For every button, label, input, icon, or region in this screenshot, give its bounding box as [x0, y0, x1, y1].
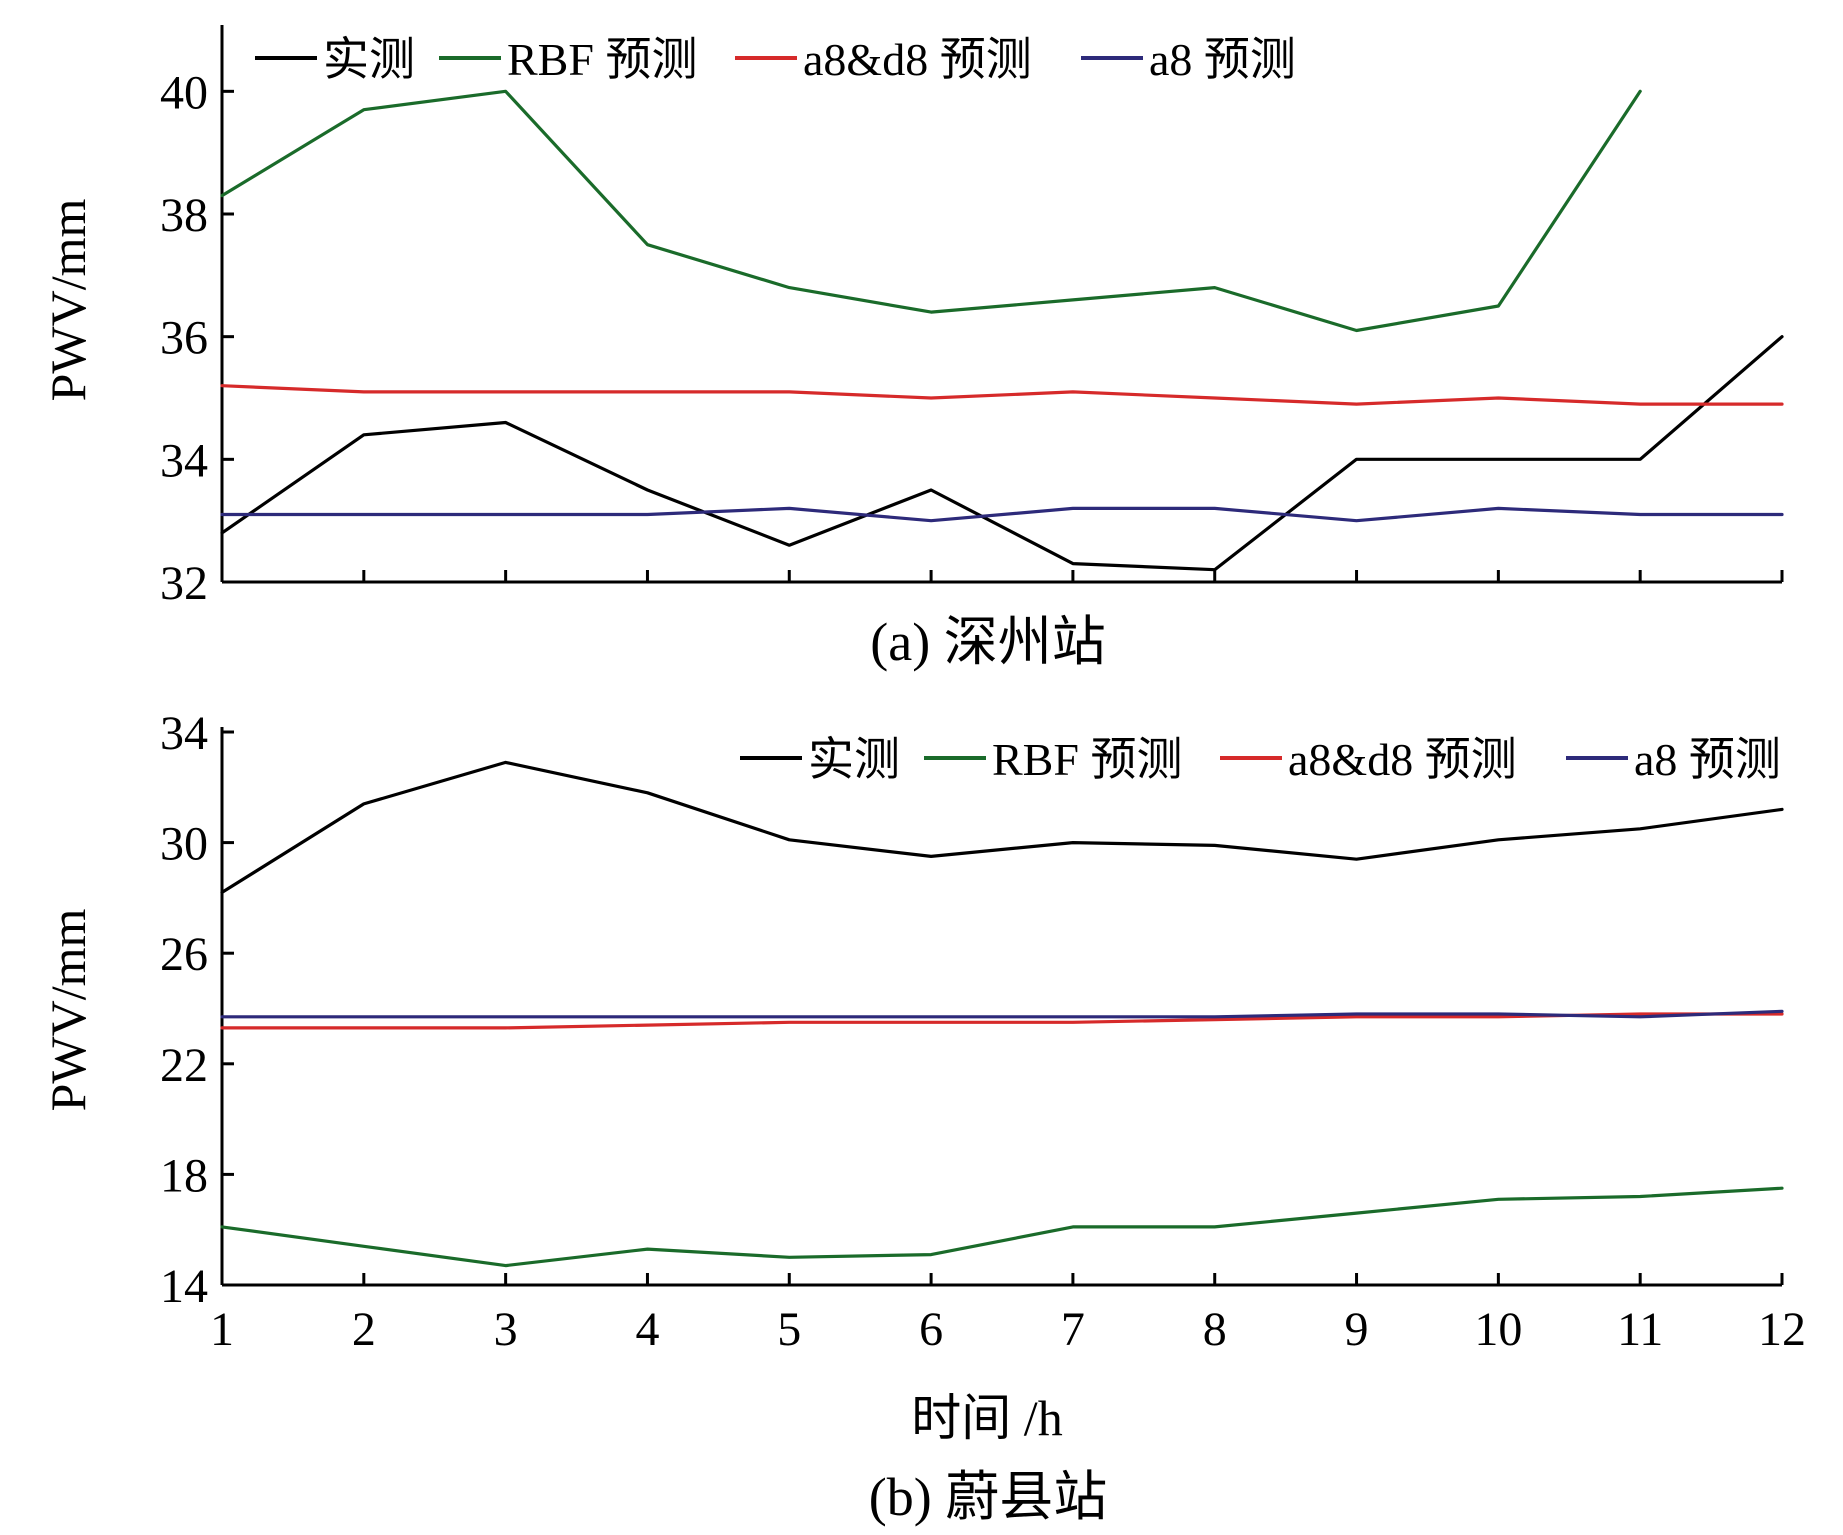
x-tick-label: 1 — [210, 1303, 234, 1356]
y-tick-label: 26 — [160, 928, 208, 981]
series-line-3 — [220, 1009, 1784, 1019]
x-tick-label: 11 — [1617, 1303, 1663, 1356]
legend-label: a8&d8 预测 — [1288, 734, 1517, 785]
y-tick-label: 34 — [160, 707, 208, 760]
legend-label: RBF 预测 — [992, 734, 1182, 785]
panel-caption: (a) 深州站 — [870, 612, 1105, 672]
x-tick-label: 12 — [1758, 1303, 1806, 1356]
legend-label: a8 预测 — [1149, 34, 1296, 85]
x-tick-label: 2 — [352, 1303, 376, 1356]
y-tick-label: 18 — [160, 1149, 208, 1202]
x-tick-label: 5 — [777, 1303, 801, 1356]
series-line-3 — [220, 506, 1784, 523]
series-line-1 — [220, 89, 1642, 333]
legend-label: a8 预测 — [1634, 734, 1781, 785]
y-tick-label: 14 — [160, 1260, 208, 1313]
x-tick-label: 9 — [1345, 1303, 1369, 1356]
panel-a-chart: 32 34 36 38 40 PWV/mm (a) 深州站 实测 RBF 预测 a8&d8 预测 a… — [40, 25, 1784, 672]
x-tick-label: 3 — [494, 1303, 518, 1356]
legend-label: 实测 — [323, 34, 415, 85]
x-tick-label: 10 — [1474, 1303, 1522, 1356]
series-line-0 — [220, 335, 1784, 572]
x-tick-label: 7 — [1061, 1303, 1085, 1356]
y-tick-label: 32 — [160, 557, 208, 610]
series-line-2 — [220, 1012, 1784, 1030]
legend-label: a8&d8 预测 — [803, 34, 1032, 85]
x-tick-label: 6 — [919, 1303, 943, 1356]
legend-label: RBF 预测 — [507, 34, 697, 85]
y-tick-label: 38 — [160, 189, 208, 242]
x-tick-label: 4 — [635, 1303, 659, 1356]
y-axis-title: PWV/mm — [40, 909, 96, 1112]
series-line-0 — [220, 760, 1784, 895]
y-axis-title: PWV/mm — [40, 199, 96, 402]
y-tick-label: 22 — [160, 1039, 208, 1092]
legend-label: 实测 — [808, 734, 900, 785]
y-tick-label: 40 — [160, 66, 208, 119]
y-tick-label: 30 — [160, 818, 208, 871]
series-line-1 — [220, 1186, 1784, 1268]
x-tick-label: 8 — [1203, 1303, 1227, 1356]
x-axis-title: 时间 /h — [911, 1390, 1062, 1446]
y-tick-label: 36 — [160, 312, 208, 365]
y-tick-label: 34 — [160, 434, 208, 487]
series-line-2 — [220, 384, 1784, 406]
panel-caption: (b) 蔚县站 — [869, 1467, 1107, 1527]
